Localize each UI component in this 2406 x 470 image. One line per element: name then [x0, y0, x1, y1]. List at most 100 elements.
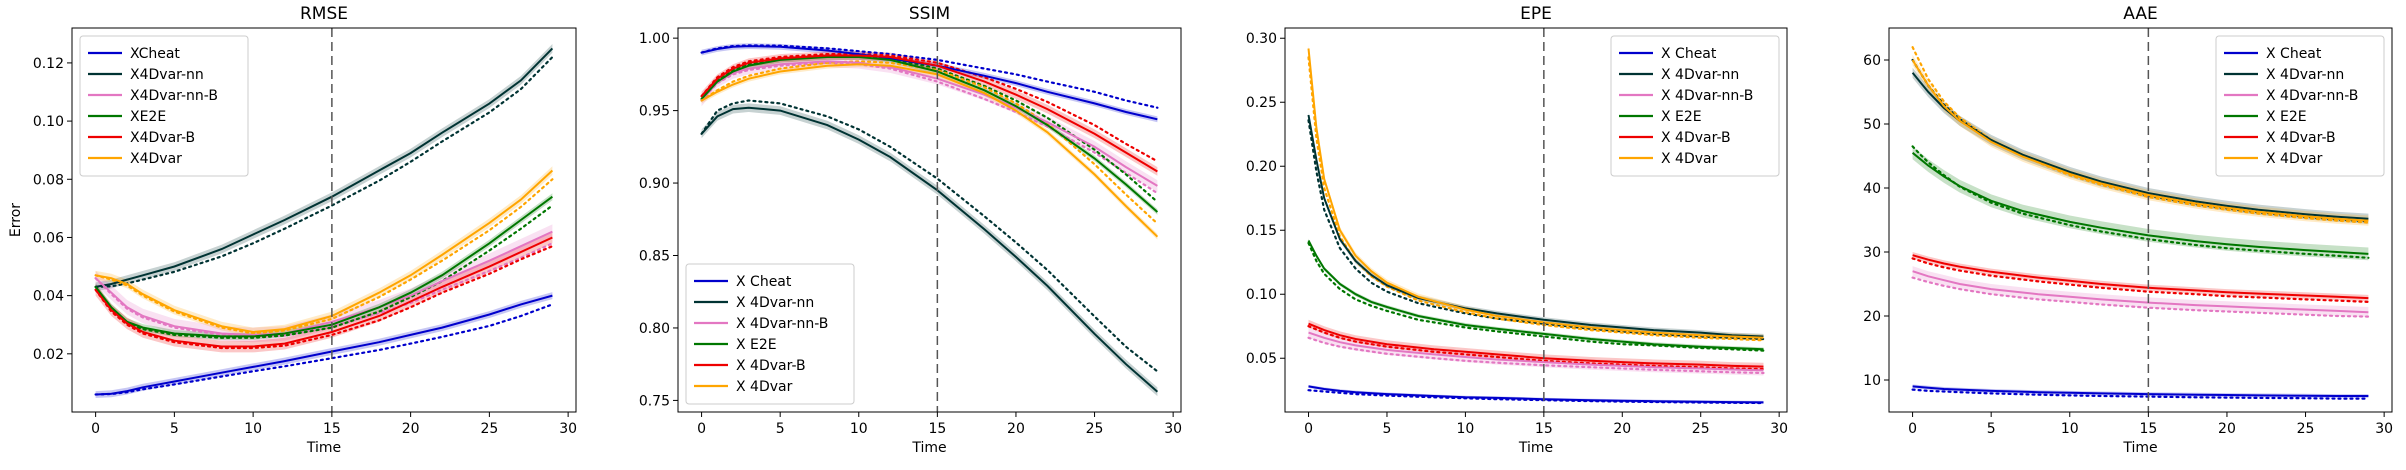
series-line-x-4dvar: [1307, 48, 1764, 339]
y-tick-label: 0.30: [1246, 31, 1277, 47]
series-line-x4dvar-b: [94, 236, 553, 348]
x-tick-label: 0: [1908, 421, 1917, 437]
legend-label-x-4dvar-b: X 4Dvar-B: [2266, 130, 2336, 146]
confidence-band-x-4dvar-nn-b: [1912, 266, 2369, 318]
y-tick-label: 0.10: [1246, 287, 1277, 303]
x-tick-label: 10: [2061, 421, 2079, 437]
dotted-line-x4dvar: [94, 178, 554, 335]
dotted-line-x-4dvar-nn-b: [1911, 276, 2370, 318]
series-line-x-4dvar: [701, 63, 1159, 238]
x-tick-label: 25: [2297, 421, 2315, 437]
x-tick-label: 15: [1535, 421, 1553, 437]
series-line-x4dvar: [95, 169, 554, 334]
series-line-x-cheat: [1308, 385, 1764, 404]
x-axis-label: Time: [1518, 440, 1553, 456]
dotted-line-x-4dvar-nn-b: [1307, 336, 1765, 375]
x-tick-label: 15: [2139, 421, 2157, 437]
legend: X Cheat X 4Dvar-nn X 4Dvar-nn-B X E2E X 4Dva…: [1610, 35, 1780, 177]
chart-title: AAE: [2123, 4, 2157, 24]
y-tick-label: 0.25: [1246, 95, 1277, 111]
legend-label-x4dvar: X4Dvar: [130, 151, 182, 167]
y-tick-label: 0.90: [639, 176, 670, 192]
legend-label-x-4dvar: X 4Dvar: [1661, 151, 1718, 167]
series-line-xe2e: [94, 195, 553, 338]
x-tick-label: 10: [850, 421, 868, 437]
y-axis-label: Error: [8, 203, 24, 237]
y-tick-label: 0.08: [33, 172, 64, 188]
x-tick-label: 20: [2218, 421, 2236, 437]
legend-label-x-4dvar-nn: X 4Dvar-nn: [736, 295, 814, 311]
legend-label-x-4dvar-nn-b: X 4Dvar-nn-B: [736, 316, 828, 332]
x-tick-label: 5: [776, 421, 785, 437]
x-tick-label: 25: [1692, 421, 1710, 437]
x-tick-label: 20: [402, 421, 420, 437]
dotted-line-x-e2e: [1911, 145, 2370, 259]
legend-label-x-4dvar-nn: X 4Dvar-nn: [1661, 67, 1739, 83]
dotted-line-x-4dvar-b: [1307, 325, 1765, 371]
legend-box: [2215, 35, 2385, 177]
panel-epe: 0 5 10 15 20 25 30 0.05 0.10 0.15 0.20 0.25 0.30 EPE T…: [1246, 4, 1788, 456]
legend-label-x-4dvar-nn: X 4Dvar-nn: [2266, 67, 2344, 83]
y-tick-label: 0.02: [33, 347, 64, 363]
x-tick-label: 20: [1613, 421, 1631, 437]
dotted-line-x-e2e: [1307, 241, 1765, 352]
legend-label-x-e2e: X E2E: [1661, 109, 1702, 125]
series-line-x-4dvar-b: [700, 54, 1158, 173]
dotted-line-x-4dvar: [1911, 46, 2370, 224]
legend-label-x-4dvar-b: X 4Dvar-B: [736, 358, 806, 374]
y-tick-label: 0.95: [639, 104, 670, 120]
y-tick-label: 40: [1863, 181, 1881, 197]
axes-frame: [1888, 27, 2393, 413]
y-tick-label: 0.20: [1246, 159, 1277, 175]
legend-label-xe2e: XE2E: [130, 109, 166, 125]
y-tick-label: 50: [1863, 117, 1881, 133]
y-tick-label: 0.75: [639, 393, 670, 409]
series-line-x-4dvar-b: [1912, 254, 2369, 300]
dotted-line-x-4dvar: [700, 60, 1159, 225]
x-tick-label: 10: [1456, 421, 1474, 437]
dotted-line-x4dvar-b: [94, 245, 554, 350]
legend-label-xcheat: XCheat: [130, 46, 180, 62]
dotted-line-x-4dvar: [1307, 56, 1765, 342]
series-line-x-4dvar-b: [1308, 322, 1764, 368]
x-tick-label: 15: [323, 421, 341, 437]
axes-frame: [71, 27, 577, 413]
legend: XCheat X4Dvar-nn X4Dvar-nn-B XE2E X4Dvar-B X4…: [79, 35, 249, 177]
series-line-x4dvar-nn: [95, 47, 554, 288]
panel-rmse: 0 5 10 15 20 25 30 0.02 0.04 0.06 0.08 0.10 0.12 RMSE…: [8, 4, 577, 456]
axes-frame: [1284, 27, 1788, 413]
confidence-band-xe2e: [95, 193, 553, 340]
legend-label-x-4dvar: X 4Dvar: [2266, 151, 2323, 167]
x-axis-label: Time: [2122, 440, 2157, 456]
y-tick-label: 20: [1863, 309, 1881, 325]
chart-title: RMSE: [300, 4, 348, 24]
y-tick-label: 1.00: [639, 31, 670, 47]
x-tick-label: 30: [1164, 421, 1182, 437]
x-axis-label: Time: [911, 440, 946, 456]
y-tick-label: 0.05: [1246, 351, 1277, 367]
series-line-x-4dvar-nn: [700, 106, 1159, 393]
legend-box: [79, 35, 249, 177]
x-tick-label: 5: [1383, 421, 1392, 437]
x-tick-label: 30: [2375, 421, 2393, 437]
y-tick-label: 0.04: [33, 289, 64, 305]
y-tick-label: 30: [1863, 245, 1881, 261]
legend-label-x-e2e: X E2E: [736, 337, 777, 353]
x-tick-label: 20: [1007, 421, 1025, 437]
series-line-x-4dvar-nn: [1307, 114, 1764, 338]
legend: X Cheat X 4Dvar-nn X 4Dvar-nn-B X E2E X 4Dva…: [685, 263, 855, 405]
legend-label-x-cheat: X Cheat: [2266, 46, 2322, 62]
x-tick-label: 10: [244, 421, 262, 437]
series-line-x-4dvar-nn-b: [700, 60, 1158, 187]
y-tick-label: 0.06: [33, 230, 64, 246]
y-tick-label: 10: [1863, 373, 1881, 389]
x-tick-label: 5: [1987, 421, 1996, 437]
legend-label-x4dvar-b: X4Dvar-B: [130, 130, 195, 146]
series-line-x-cheat: [1912, 385, 2369, 397]
series-line-x-e2e: [700, 56, 1159, 213]
legend-label-x-4dvar-b: X 4Dvar-B: [1661, 130, 1731, 146]
y-tick-label: 0.12: [33, 56, 64, 72]
confidence-band-xcheat: [95, 292, 553, 398]
